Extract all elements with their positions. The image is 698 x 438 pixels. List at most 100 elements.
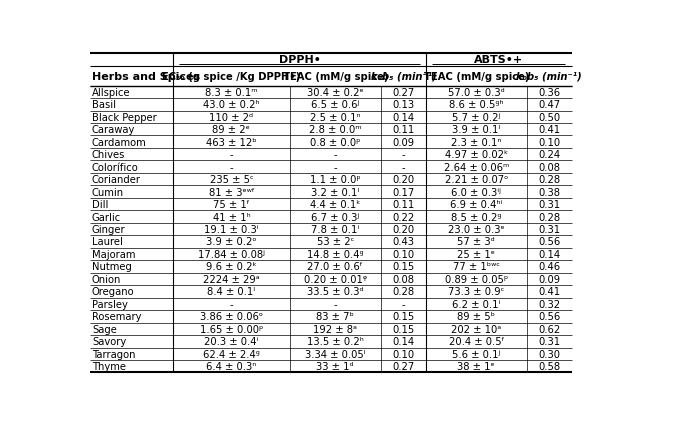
Text: -: - (401, 162, 406, 172)
Text: 89 ± 5ᵇ: 89 ± 5ᵇ (457, 311, 496, 321)
Text: 0.28: 0.28 (392, 287, 415, 297)
Text: 4.4 ± 0.1ᵏ: 4.4 ± 0.1ᵏ (310, 200, 361, 210)
Text: 0.14: 0.14 (538, 249, 560, 259)
Text: ABTS•+: ABTS•+ (474, 55, 524, 65)
Text: 0.30: 0.30 (538, 349, 560, 359)
Text: 0.36: 0.36 (538, 88, 560, 98)
Text: 0.22: 0.22 (392, 212, 415, 222)
Text: 0.10: 0.10 (538, 138, 560, 147)
Text: 2.21 ± 0.07ᵒ: 2.21 ± 0.07ᵒ (445, 175, 508, 185)
Text: 2.8 ± 0.0ᵐ: 2.8 ± 0.0ᵐ (309, 125, 362, 135)
Text: 20.4 ± 0.5ᶠ: 20.4 ± 0.5ᶠ (449, 336, 504, 346)
Text: 2224 ± 29ᵃ: 2224 ± 29ᵃ (203, 274, 260, 284)
Text: 0.15: 0.15 (392, 262, 415, 272)
Text: 0.08: 0.08 (538, 162, 560, 172)
Text: 0.31: 0.31 (538, 336, 560, 346)
Text: -: - (334, 150, 337, 160)
Text: Thyme: Thyme (92, 361, 126, 371)
Text: 0.28: 0.28 (538, 212, 560, 222)
Text: 25 ± 1ᵉ: 25 ± 1ᵉ (457, 249, 496, 259)
Text: 14.8 ± 0.4ᵍ: 14.8 ± 0.4ᵍ (307, 249, 364, 259)
Text: 0.08: 0.08 (392, 274, 415, 284)
Text: 0.20: 0.20 (392, 175, 415, 185)
Text: 0.31: 0.31 (538, 225, 560, 234)
Text: Laurel: Laurel (92, 237, 123, 247)
Text: 2.5 ± 0.1ⁿ: 2.5 ± 0.1ⁿ (310, 113, 360, 123)
Text: Black Pepper: Black Pepper (92, 113, 156, 123)
Text: 0.8 ± 0.0ᵖ: 0.8 ± 0.0ᵖ (310, 138, 360, 147)
Text: 0.56: 0.56 (538, 311, 560, 321)
Text: -: - (230, 299, 233, 309)
Text: 6.9 ± 0.4ʰⁱ: 6.9 ± 0.4ʰⁱ (450, 200, 503, 210)
Text: Coriander: Coriander (92, 175, 141, 185)
Text: 19.1 ± 0.3ⁱ: 19.1 ± 0.3ⁱ (204, 225, 259, 234)
Text: 0.50: 0.50 (538, 113, 560, 123)
Text: 73.3 ± 0.9ᶜ: 73.3 ± 0.9ᶜ (448, 287, 505, 297)
Text: 27.0 ± 0.6ᶠ: 27.0 ± 0.6ᶠ (307, 262, 363, 272)
Text: Onion: Onion (92, 274, 121, 284)
Text: 463 ± 12ᵇ: 463 ± 12ᵇ (206, 138, 257, 147)
Text: 202 ± 10ᵃ: 202 ± 10ᵃ (451, 324, 501, 334)
Text: 3.86 ± 0.06ᵒ: 3.86 ± 0.06ᵒ (200, 311, 263, 321)
Text: -: - (401, 299, 406, 309)
Text: 0.10: 0.10 (392, 349, 415, 359)
Text: Ginger: Ginger (92, 225, 126, 234)
Text: Colorífico: Colorífico (92, 162, 139, 172)
Text: 89 ± 2ᵉ: 89 ± 2ᵉ (212, 125, 251, 135)
Text: Parsley: Parsley (92, 299, 128, 309)
Text: 0.38: 0.38 (538, 187, 560, 197)
Text: 30.4 ± 0.2ᵉ: 30.4 ± 0.2ᵉ (307, 88, 364, 98)
Text: 0.15: 0.15 (392, 324, 415, 334)
Text: 0.56: 0.56 (538, 237, 560, 247)
Text: -: - (334, 299, 337, 309)
Text: Savory: Savory (92, 336, 126, 346)
Text: 33 ± 1ᵈ: 33 ± 1ᵈ (316, 361, 354, 371)
Text: 17.84 ± 0.08ʲ: 17.84 ± 0.08ʲ (198, 249, 265, 259)
Text: 0.27: 0.27 (392, 361, 415, 371)
Text: -: - (230, 150, 233, 160)
Text: 0.20 ± 0.01ᵠ: 0.20 ± 0.01ᵠ (304, 274, 367, 284)
Text: 0.09: 0.09 (538, 274, 560, 284)
Text: 0.09: 0.09 (392, 138, 415, 147)
Text: 77 ± 1ᵇʷᶜ: 77 ± 1ᵇʷᶜ (453, 262, 500, 272)
Text: 20.3 ± 0.4ⁱ: 20.3 ± 0.4ⁱ (205, 336, 258, 346)
Text: k₀b₅ (min⁻¹): k₀b₅ (min⁻¹) (517, 71, 582, 81)
Text: Cumin: Cumin (92, 187, 124, 197)
Text: 13.5 ± 0.2ʰ: 13.5 ± 0.2ʰ (307, 336, 364, 346)
Text: 0.28: 0.28 (538, 175, 560, 185)
Text: 6.2 ± 0.1ⁱ: 6.2 ± 0.1ⁱ (452, 299, 500, 309)
Text: 2.64 ± 0.06ᵐ: 2.64 ± 0.06ᵐ (444, 162, 509, 172)
Text: 6.0 ± 0.3ⁱʲ: 6.0 ± 0.3ⁱʲ (452, 187, 501, 197)
Text: 83 ± 7ᵇ: 83 ± 7ᵇ (316, 311, 354, 321)
Text: 6.5 ± 0.6ʲ: 6.5 ± 0.6ʲ (311, 100, 359, 110)
Text: 0.43: 0.43 (392, 237, 415, 247)
Text: 9.6 ± 0.2ᵏ: 9.6 ± 0.2ᵏ (206, 262, 257, 272)
Text: TEAC (mM/g spice): TEAC (mM/g spice) (283, 71, 388, 81)
Text: 0.31: 0.31 (538, 200, 560, 210)
Text: Rosemary: Rosemary (92, 311, 142, 321)
Text: 0.13: 0.13 (392, 100, 415, 110)
Text: 6.4 ± 0.3ⁿ: 6.4 ± 0.3ⁿ (207, 361, 257, 371)
Text: Caraway: Caraway (92, 125, 135, 135)
Text: 57 ± 3ᵈ: 57 ± 3ᵈ (457, 237, 495, 247)
Text: TEAC (mM/g spice): TEAC (mM/g spice) (424, 71, 529, 81)
Text: 41 ± 1ʰ: 41 ± 1ʰ (212, 212, 251, 222)
Text: 43.0 ± 0.2ʰ: 43.0 ± 0.2ʰ (203, 100, 260, 110)
Text: 8.5 ± 0.2ᵍ: 8.5 ± 0.2ᵍ (451, 212, 502, 222)
Text: 0.14: 0.14 (392, 336, 415, 346)
Text: -: - (230, 162, 233, 172)
Text: 0.27: 0.27 (392, 88, 415, 98)
Text: Allspice: Allspice (92, 88, 131, 98)
Text: 3.9 ± 0.1ˡ: 3.9 ± 0.1ˡ (452, 125, 500, 135)
Text: 0.24: 0.24 (538, 150, 560, 160)
Text: 0.11: 0.11 (392, 200, 415, 210)
Text: 0.10: 0.10 (392, 249, 415, 259)
Text: 235 ± 5ᶜ: 235 ± 5ᶜ (209, 175, 253, 185)
Text: 53 ± 2ᶜ: 53 ± 2ᶜ (317, 237, 354, 247)
Text: 57.0 ± 0.3ᵈ: 57.0 ± 0.3ᵈ (448, 88, 505, 98)
Text: 3.34 ± 0.05ˡ: 3.34 ± 0.05ˡ (305, 349, 366, 359)
Text: 0.46: 0.46 (538, 262, 560, 272)
Text: Chives: Chives (92, 150, 125, 160)
Text: 23.0 ± 0.3ᵉ: 23.0 ± 0.3ᵉ (448, 225, 505, 234)
Text: 5.7 ± 0.2ʲ: 5.7 ± 0.2ʲ (452, 113, 500, 123)
